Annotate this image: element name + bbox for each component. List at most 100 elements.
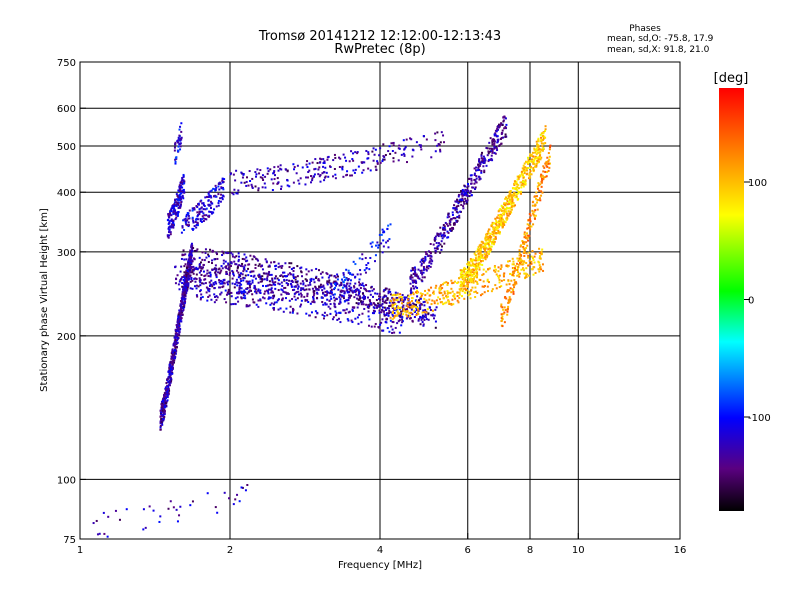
scatter-point — [541, 191, 544, 194]
scatter-point — [381, 318, 384, 321]
scatter-point — [492, 222, 495, 225]
scatter-point — [190, 253, 193, 256]
scatter-point — [211, 259, 214, 262]
scatter-point — [501, 129, 504, 132]
scatter-point — [259, 299, 262, 302]
scatter-point — [505, 210, 508, 213]
scatter-point — [474, 280, 477, 283]
scatter-point — [409, 282, 412, 285]
scatter-point — [539, 266, 542, 269]
scatter-point — [458, 277, 461, 280]
scatter-point — [259, 289, 262, 292]
scatter-point — [457, 301, 460, 304]
scatter-point — [479, 177, 482, 180]
scatter-point — [270, 287, 273, 290]
scatter-point — [515, 195, 518, 198]
scatter-point — [540, 142, 543, 145]
scatter-point — [538, 270, 541, 273]
scatter-point — [493, 140, 496, 143]
scatter-point — [178, 189, 181, 192]
scatter-point — [245, 287, 248, 290]
scatter-point — [166, 393, 169, 396]
scatter-point — [434, 251, 437, 254]
scatter-point — [544, 136, 547, 139]
scatter-point — [501, 225, 504, 228]
scatter-point — [525, 247, 528, 250]
scatter-point — [254, 263, 257, 266]
scatter-point — [407, 305, 410, 308]
scatter-point — [540, 173, 543, 176]
scatter-point — [406, 308, 409, 311]
scatter-point — [356, 316, 359, 319]
scatter-point — [277, 298, 280, 301]
scatter-point — [214, 264, 217, 267]
scatter-point — [336, 282, 339, 285]
scatter-point — [178, 128, 181, 131]
scatter-point — [360, 303, 363, 306]
scatter-point — [353, 171, 356, 174]
scatter-point — [461, 197, 464, 200]
scatter-point — [473, 265, 476, 268]
scatter-point — [442, 228, 445, 231]
scatter-point — [403, 296, 406, 299]
scatter-point — [500, 209, 503, 212]
scatter-point — [531, 257, 534, 260]
scatter-point — [351, 308, 354, 311]
scatter-point — [504, 117, 507, 120]
scatter-point — [508, 300, 511, 303]
scatter-point — [266, 290, 269, 293]
scatter-point — [168, 212, 171, 215]
scatter-point — [441, 237, 444, 240]
scatter-point — [263, 182, 266, 185]
scatter-point — [469, 269, 472, 272]
scatter-point — [415, 303, 418, 306]
phase-stats-title: Phases — [629, 24, 661, 34]
scatter-point — [503, 208, 506, 211]
scatter-point — [160, 418, 163, 421]
scatter-point — [419, 260, 422, 263]
scatter-point — [355, 302, 358, 305]
scatter-point — [522, 260, 525, 263]
scatter-point — [517, 263, 520, 266]
scatter-point — [412, 272, 415, 275]
scatter-point — [469, 190, 472, 193]
scatter-point — [242, 296, 245, 299]
scatter-point — [189, 504, 192, 507]
scatter-point — [160, 406, 163, 409]
scatter-point — [332, 293, 335, 296]
scatter-point — [293, 168, 296, 171]
scatter-point — [185, 284, 188, 287]
scatter-point — [496, 221, 499, 224]
scatter-point — [323, 315, 326, 318]
scatter-point — [548, 162, 551, 165]
scatter-point — [388, 330, 391, 333]
scatter-point — [172, 212, 175, 215]
scatter-point — [249, 286, 252, 289]
scatter-point — [219, 279, 222, 282]
scatter-point — [379, 298, 382, 301]
scatter-point — [174, 143, 177, 146]
scatter-point — [382, 158, 385, 161]
scatter-point — [522, 242, 525, 245]
scatter-point — [232, 503, 235, 506]
scatter-point — [345, 159, 348, 162]
scatter-point — [176, 213, 179, 216]
scatter-point — [182, 175, 185, 178]
scatter-point — [312, 299, 315, 302]
scatter-point — [168, 370, 171, 373]
scatter-point — [447, 295, 450, 298]
scatter-point — [333, 280, 336, 283]
scatter-point — [293, 292, 296, 295]
scatter-point — [490, 154, 493, 157]
scatter-point — [288, 185, 291, 188]
scatter-point — [505, 208, 508, 211]
scatter-point — [244, 297, 247, 300]
scatter-point — [326, 314, 329, 317]
scatter-point — [420, 302, 423, 305]
scatter-point — [439, 301, 442, 304]
scatter-point — [489, 249, 492, 252]
scatter-point — [168, 389, 171, 392]
scatter-point — [311, 161, 314, 164]
scatter-point — [293, 295, 296, 298]
scatter-point — [503, 220, 506, 223]
